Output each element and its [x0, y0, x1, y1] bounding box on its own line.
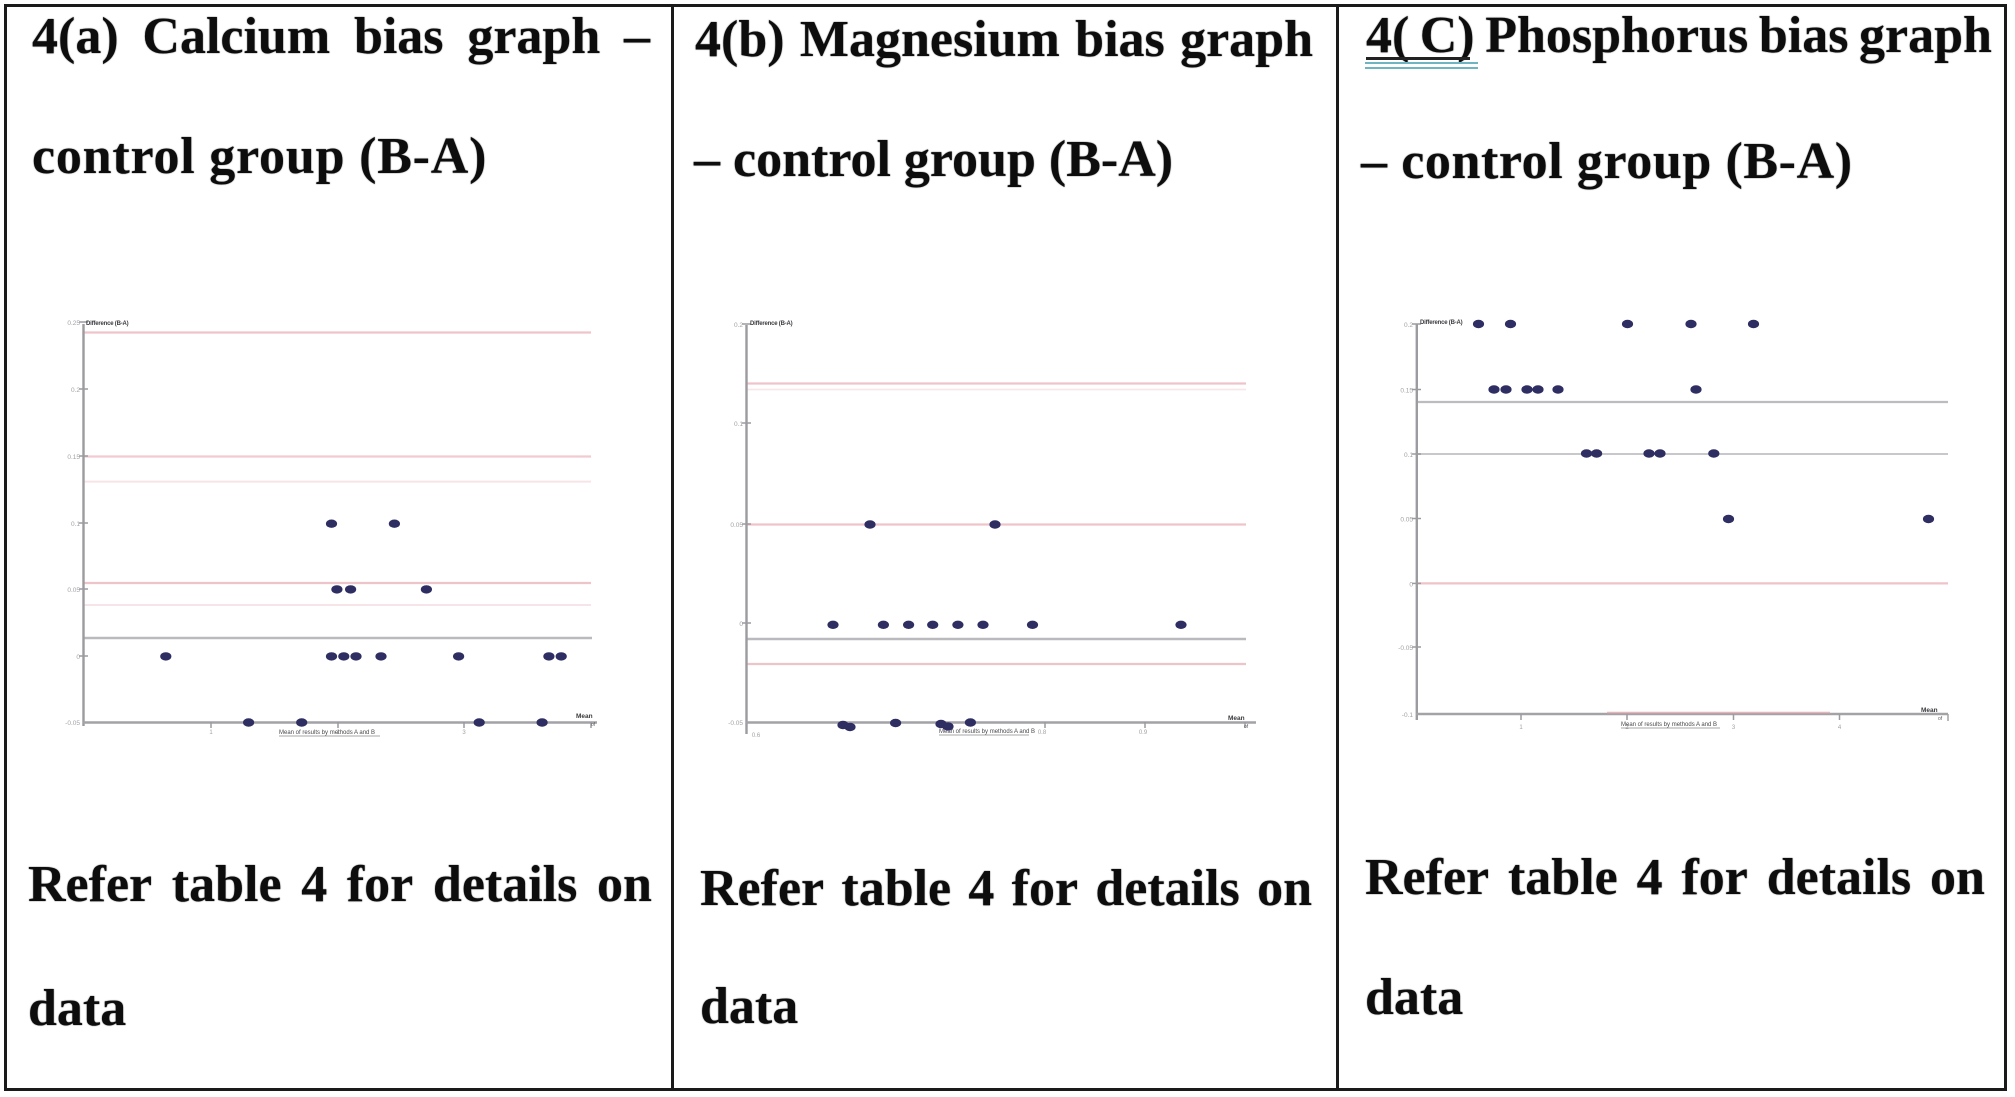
svg-text:0.15: 0.15	[67, 454, 80, 461]
svg-text:0.05: 0.05	[67, 587, 80, 594]
svg-text:0: 0	[76, 654, 80, 661]
svg-text:of: of	[1938, 716, 1943, 722]
svg-text:-0.1: -0.1	[1402, 712, 1414, 719]
svg-text:3: 3	[462, 730, 466, 736]
svg-text:Difference (B-A): Difference (B-A)	[86, 321, 129, 327]
svg-text:0.1: 0.1	[71, 521, 80, 528]
svg-text:4: 4	[1838, 725, 1842, 731]
svg-text:Difference (B-A): Difference (B-A)	[1420, 320, 1463, 326]
svg-text:Mean: Mean	[1228, 715, 1245, 722]
svg-text:0.6: 0.6	[752, 733, 761, 739]
svg-text:of: of	[591, 722, 596, 728]
svg-text:1: 1	[1519, 725, 1523, 731]
svg-text:1: 1	[209, 730, 213, 736]
svg-text:0.05: 0.05	[730, 522, 743, 529]
svg-text:0.25: 0.25	[67, 320, 80, 327]
svg-text:0.1: 0.1	[1404, 452, 1413, 459]
svg-text:0.9: 0.9	[1139, 730, 1148, 736]
svg-text:0.15: 0.15	[1400, 388, 1413, 395]
svg-text:Difference (B-A): Difference (B-A)	[750, 321, 793, 327]
svg-text:Mean of results by methods A a: Mean of results by methods A and B	[939, 729, 1035, 735]
svg-text:0: 0	[1409, 581, 1413, 588]
svg-text:0.2: 0.2	[71, 387, 80, 394]
svg-text:Mean of results by methods A a: Mean of results by methods A and B	[1621, 722, 1717, 728]
svg-text:0.2: 0.2	[734, 322, 743, 329]
svg-text:-0.05: -0.05	[728, 720, 743, 727]
svg-text:0.8: 0.8	[1038, 730, 1047, 736]
svg-text:of: of	[1244, 724, 1249, 730]
svg-text:0.1: 0.1	[734, 421, 743, 428]
svg-text:Mean of results by methods A a: Mean of results by methods A and B	[279, 730, 375, 736]
svg-text:Mean: Mean	[576, 713, 593, 720]
svg-text:Mean: Mean	[1921, 707, 1938, 714]
svg-text:3: 3	[1732, 725, 1736, 731]
svg-text:-0.05: -0.05	[1398, 645, 1413, 652]
svg-text:2: 2	[336, 730, 340, 736]
svg-text:0.2: 0.2	[1404, 322, 1413, 329]
svg-text:-0.05: -0.05	[65, 720, 80, 727]
svg-text:0.05: 0.05	[1400, 517, 1413, 524]
svg-text:0: 0	[739, 621, 743, 628]
